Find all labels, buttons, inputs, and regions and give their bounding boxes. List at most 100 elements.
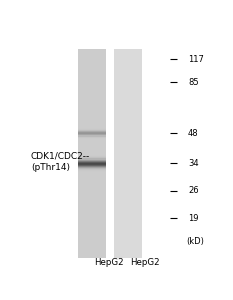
Bar (114, 248, 142, 249)
Bar (78, 101, 106, 102)
Bar (78, 236, 106, 237)
Bar (78, 195, 106, 196)
Bar (78, 113, 106, 115)
Bar (78, 120, 106, 121)
Bar (78, 69, 106, 70)
Bar (114, 151, 142, 152)
Bar (114, 186, 142, 187)
Bar (114, 152, 142, 153)
Bar (78, 198, 106, 199)
Bar (114, 247, 142, 248)
Bar (114, 149, 142, 150)
Bar (114, 172, 142, 173)
Bar (114, 195, 142, 196)
Bar (114, 154, 142, 155)
Bar (78, 93, 106, 94)
Bar (78, 146, 106, 147)
Bar (78, 184, 106, 186)
Bar (114, 63, 142, 64)
Bar (78, 51, 106, 52)
Bar (78, 74, 106, 75)
Bar (78, 182, 106, 184)
Bar (114, 242, 142, 243)
Bar (78, 218, 106, 219)
Bar (78, 211, 106, 212)
Bar (114, 184, 142, 186)
Bar (114, 99, 142, 100)
Bar (114, 166, 142, 167)
Bar (114, 119, 142, 120)
Bar (78, 217, 106, 218)
Bar (114, 71, 142, 72)
Bar (78, 115, 106, 116)
Bar (78, 64, 106, 65)
Bar (114, 57, 142, 58)
Bar (78, 234, 106, 235)
Bar (114, 92, 142, 93)
Bar (78, 187, 106, 188)
Bar (114, 130, 142, 131)
Bar (78, 94, 106, 95)
Bar (114, 124, 142, 125)
Bar (114, 98, 142, 99)
Bar (78, 152, 106, 153)
Bar (114, 245, 142, 246)
Bar (114, 120, 142, 121)
Bar (114, 116, 142, 117)
Bar (114, 240, 142, 241)
Bar (78, 91, 106, 92)
Bar (114, 216, 142, 217)
Bar (78, 173, 106, 174)
Bar (114, 129, 142, 130)
Bar (114, 51, 142, 52)
Bar (114, 215, 142, 216)
Bar (78, 163, 106, 164)
Bar (114, 200, 142, 201)
Bar (114, 131, 142, 132)
Text: CDK1/CDC2--
(pThr14): CDK1/CDC2-- (pThr14) (31, 152, 90, 172)
Bar (114, 88, 142, 89)
Bar (78, 72, 106, 73)
Bar (114, 117, 142, 118)
Bar (78, 144, 106, 145)
Bar (78, 55, 106, 56)
Bar (78, 134, 106, 136)
Bar (114, 138, 142, 139)
Bar (78, 68, 106, 69)
Bar (114, 234, 142, 235)
Bar (78, 230, 106, 231)
Bar (78, 205, 106, 206)
Bar (78, 253, 106, 254)
Text: HepG2: HepG2 (94, 258, 124, 267)
Bar (114, 239, 142, 240)
Bar (114, 74, 142, 75)
Bar (114, 244, 142, 245)
Bar (78, 61, 106, 62)
Bar (114, 199, 142, 200)
Bar (114, 173, 142, 174)
Bar (78, 154, 106, 155)
Bar (78, 83, 106, 84)
Bar (78, 125, 106, 126)
Bar (78, 130, 106, 131)
Bar (78, 96, 106, 97)
Bar (114, 225, 142, 226)
Bar (78, 149, 106, 150)
Bar (114, 97, 142, 98)
Bar (114, 227, 142, 229)
Bar (114, 61, 142, 62)
Bar (114, 203, 142, 205)
Bar (78, 194, 106, 195)
Bar (78, 190, 106, 191)
Bar (78, 117, 106, 118)
Bar (114, 104, 142, 105)
Bar (78, 203, 106, 205)
Bar (114, 235, 142, 236)
Bar (114, 188, 142, 189)
Bar (78, 156, 106, 158)
Bar (114, 197, 142, 198)
Bar (114, 175, 142, 176)
Bar (114, 139, 142, 140)
Bar (78, 216, 106, 217)
Bar (78, 49, 106, 50)
